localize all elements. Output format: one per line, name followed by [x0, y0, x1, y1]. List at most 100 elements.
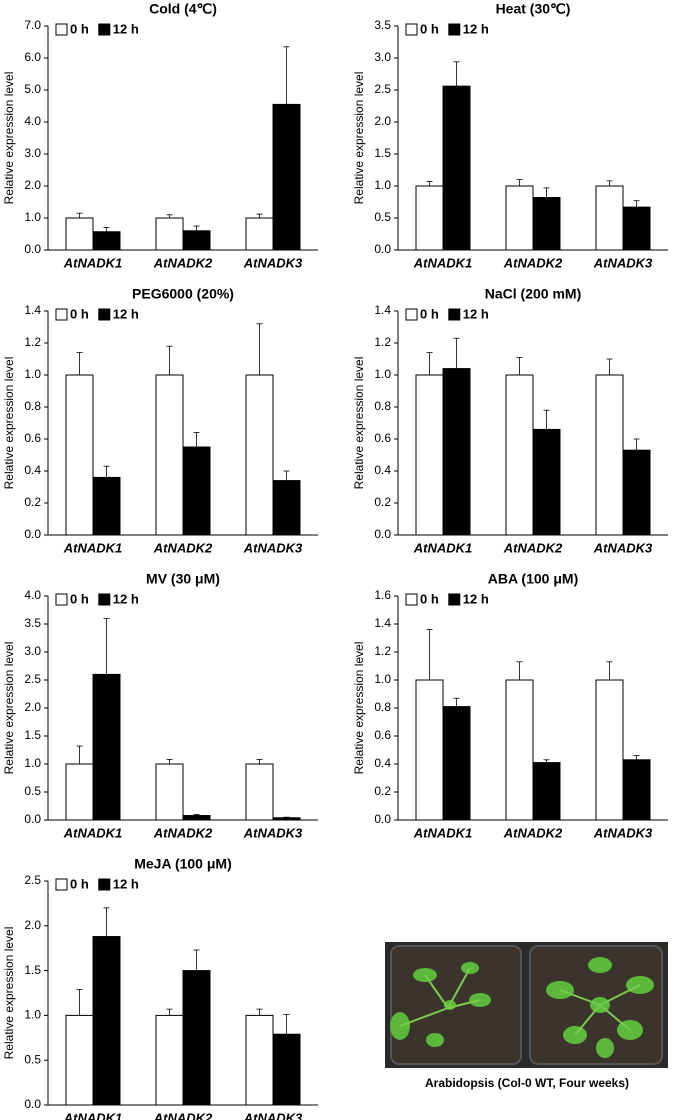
error-bar — [606, 661, 613, 680]
x-tick-label: AtNADK1 — [413, 255, 473, 270]
bar — [272, 1033, 301, 1106]
y-axis-label: Relative expression level — [352, 357, 366, 490]
error-bar — [166, 759, 173, 764]
x-tick-label: AtNADK1 — [63, 540, 123, 555]
error-bar — [76, 212, 83, 218]
error-bar — [256, 323, 263, 375]
bar — [65, 1014, 94, 1106]
x-tick-label: AtNADK3 — [593, 540, 653, 555]
bar — [595, 374, 624, 536]
chart-title: PEG6000 (20%) — [132, 286, 234, 302]
y-tick-label: 1.5 — [24, 963, 41, 977]
bar — [182, 970, 211, 1106]
error-bar — [166, 214, 173, 218]
error-bar — [426, 629, 433, 680]
x-tick-label: AtNADK2 — [153, 540, 213, 555]
legend-swatch — [55, 878, 68, 891]
error-bar — [283, 1014, 290, 1035]
bar — [415, 374, 444, 536]
x-tick-label: AtNADK3 — [593, 255, 653, 270]
legend-label: 12 h — [113, 21, 139, 36]
y-axis-label: Relative expression level — [352, 642, 366, 775]
x-tick-label: AtNADK1 — [413, 825, 473, 840]
y-tick-label: 3.5 — [374, 18, 391, 32]
chart-title: NaCl (200 mM) — [485, 286, 581, 302]
x-tick-label: AtNADK2 — [153, 1110, 213, 1120]
bar — [272, 103, 301, 251]
legend-label: 0 h — [420, 21, 439, 36]
y-tick-label: 3.0 — [24, 644, 41, 658]
error-bar — [516, 661, 523, 680]
y-tick-label: 1.0 — [374, 178, 391, 192]
bar — [442, 85, 471, 251]
chart-title: MeJA (100 μM) — [134, 856, 232, 872]
bar — [245, 217, 274, 251]
legend-swatch — [55, 308, 68, 321]
y-tick-label: 0.6 — [374, 431, 391, 445]
error-bar — [606, 358, 613, 375]
legend-swatch — [98, 593, 111, 606]
y-tick-label: 1.0 — [24, 1008, 41, 1022]
y-axis-label: Relative expression level — [2, 72, 16, 205]
bar — [182, 230, 211, 251]
error-bar — [76, 352, 83, 375]
bar — [155, 217, 184, 251]
error-bar — [103, 907, 110, 937]
y-tick-label: 4.0 — [24, 588, 41, 602]
legend-label: 12 h — [113, 306, 139, 321]
y-tick-label: 0.8 — [374, 700, 391, 714]
y-tick-label: 0.6 — [24, 431, 41, 445]
error-bar — [426, 181, 433, 186]
y-tick-label: 1.0 — [24, 210, 41, 224]
bar — [92, 673, 121, 821]
legend-label: 0 h — [420, 591, 439, 606]
chart-title: Cold (4℃) — [149, 1, 217, 17]
y-tick-label: 2.0 — [24, 178, 41, 192]
bar — [622, 759, 651, 821]
error-bar — [543, 409, 550, 430]
legend-swatch — [448, 23, 461, 36]
y-tick-label: 2.5 — [24, 672, 41, 686]
bar — [65, 763, 94, 821]
x-tick-label: AtNADK2 — [153, 255, 213, 270]
legend-swatch — [405, 308, 418, 321]
error-bar — [426, 352, 433, 375]
error-bar — [516, 179, 523, 186]
error-bar — [193, 814, 200, 816]
bar — [182, 815, 211, 821]
bar — [622, 449, 651, 536]
error-bar — [283, 46, 290, 105]
error-bar — [543, 759, 550, 763]
y-tick-label: 0.4 — [24, 463, 41, 477]
chart-title: ABA (100 μM) — [488, 571, 579, 587]
y-tick-label: 3.0 — [374, 50, 391, 64]
bar — [65, 217, 94, 251]
error-bar — [283, 470, 290, 481]
legend-swatch — [405, 23, 418, 36]
y-tick-label: 1.2 — [24, 335, 41, 349]
legend-label: 12 h — [113, 876, 139, 891]
y-tick-label: 0.0 — [24, 242, 41, 256]
y-tick-label: 0.0 — [24, 1097, 41, 1111]
y-tick-label: 0.2 — [24, 495, 41, 509]
photo — [385, 942, 668, 1068]
y-tick-label: 2.5 — [24, 873, 41, 887]
y-tick-label: 0.0 — [374, 527, 391, 541]
bar — [92, 476, 121, 536]
y-axis-label: Relative expression level — [2, 642, 16, 775]
chart-title: Heat (30℃) — [496, 1, 571, 17]
y-axis-label: Relative expression level — [2, 927, 16, 1060]
legend-label: 0 h — [70, 876, 89, 891]
bar — [92, 231, 121, 251]
x-tick-label: AtNADK1 — [63, 825, 123, 840]
y-tick-label: 2.0 — [24, 700, 41, 714]
x-tick-label: AtNADK3 — [593, 825, 653, 840]
bar — [532, 428, 561, 536]
y-tick-label: 1.0 — [374, 367, 391, 381]
error-bar — [256, 213, 263, 218]
bar — [155, 374, 184, 536]
bar — [245, 763, 274, 821]
y-tick-label: 0.0 — [374, 812, 391, 826]
legend-label: 0 h — [70, 591, 89, 606]
y-tick-label: 0.2 — [374, 495, 391, 509]
